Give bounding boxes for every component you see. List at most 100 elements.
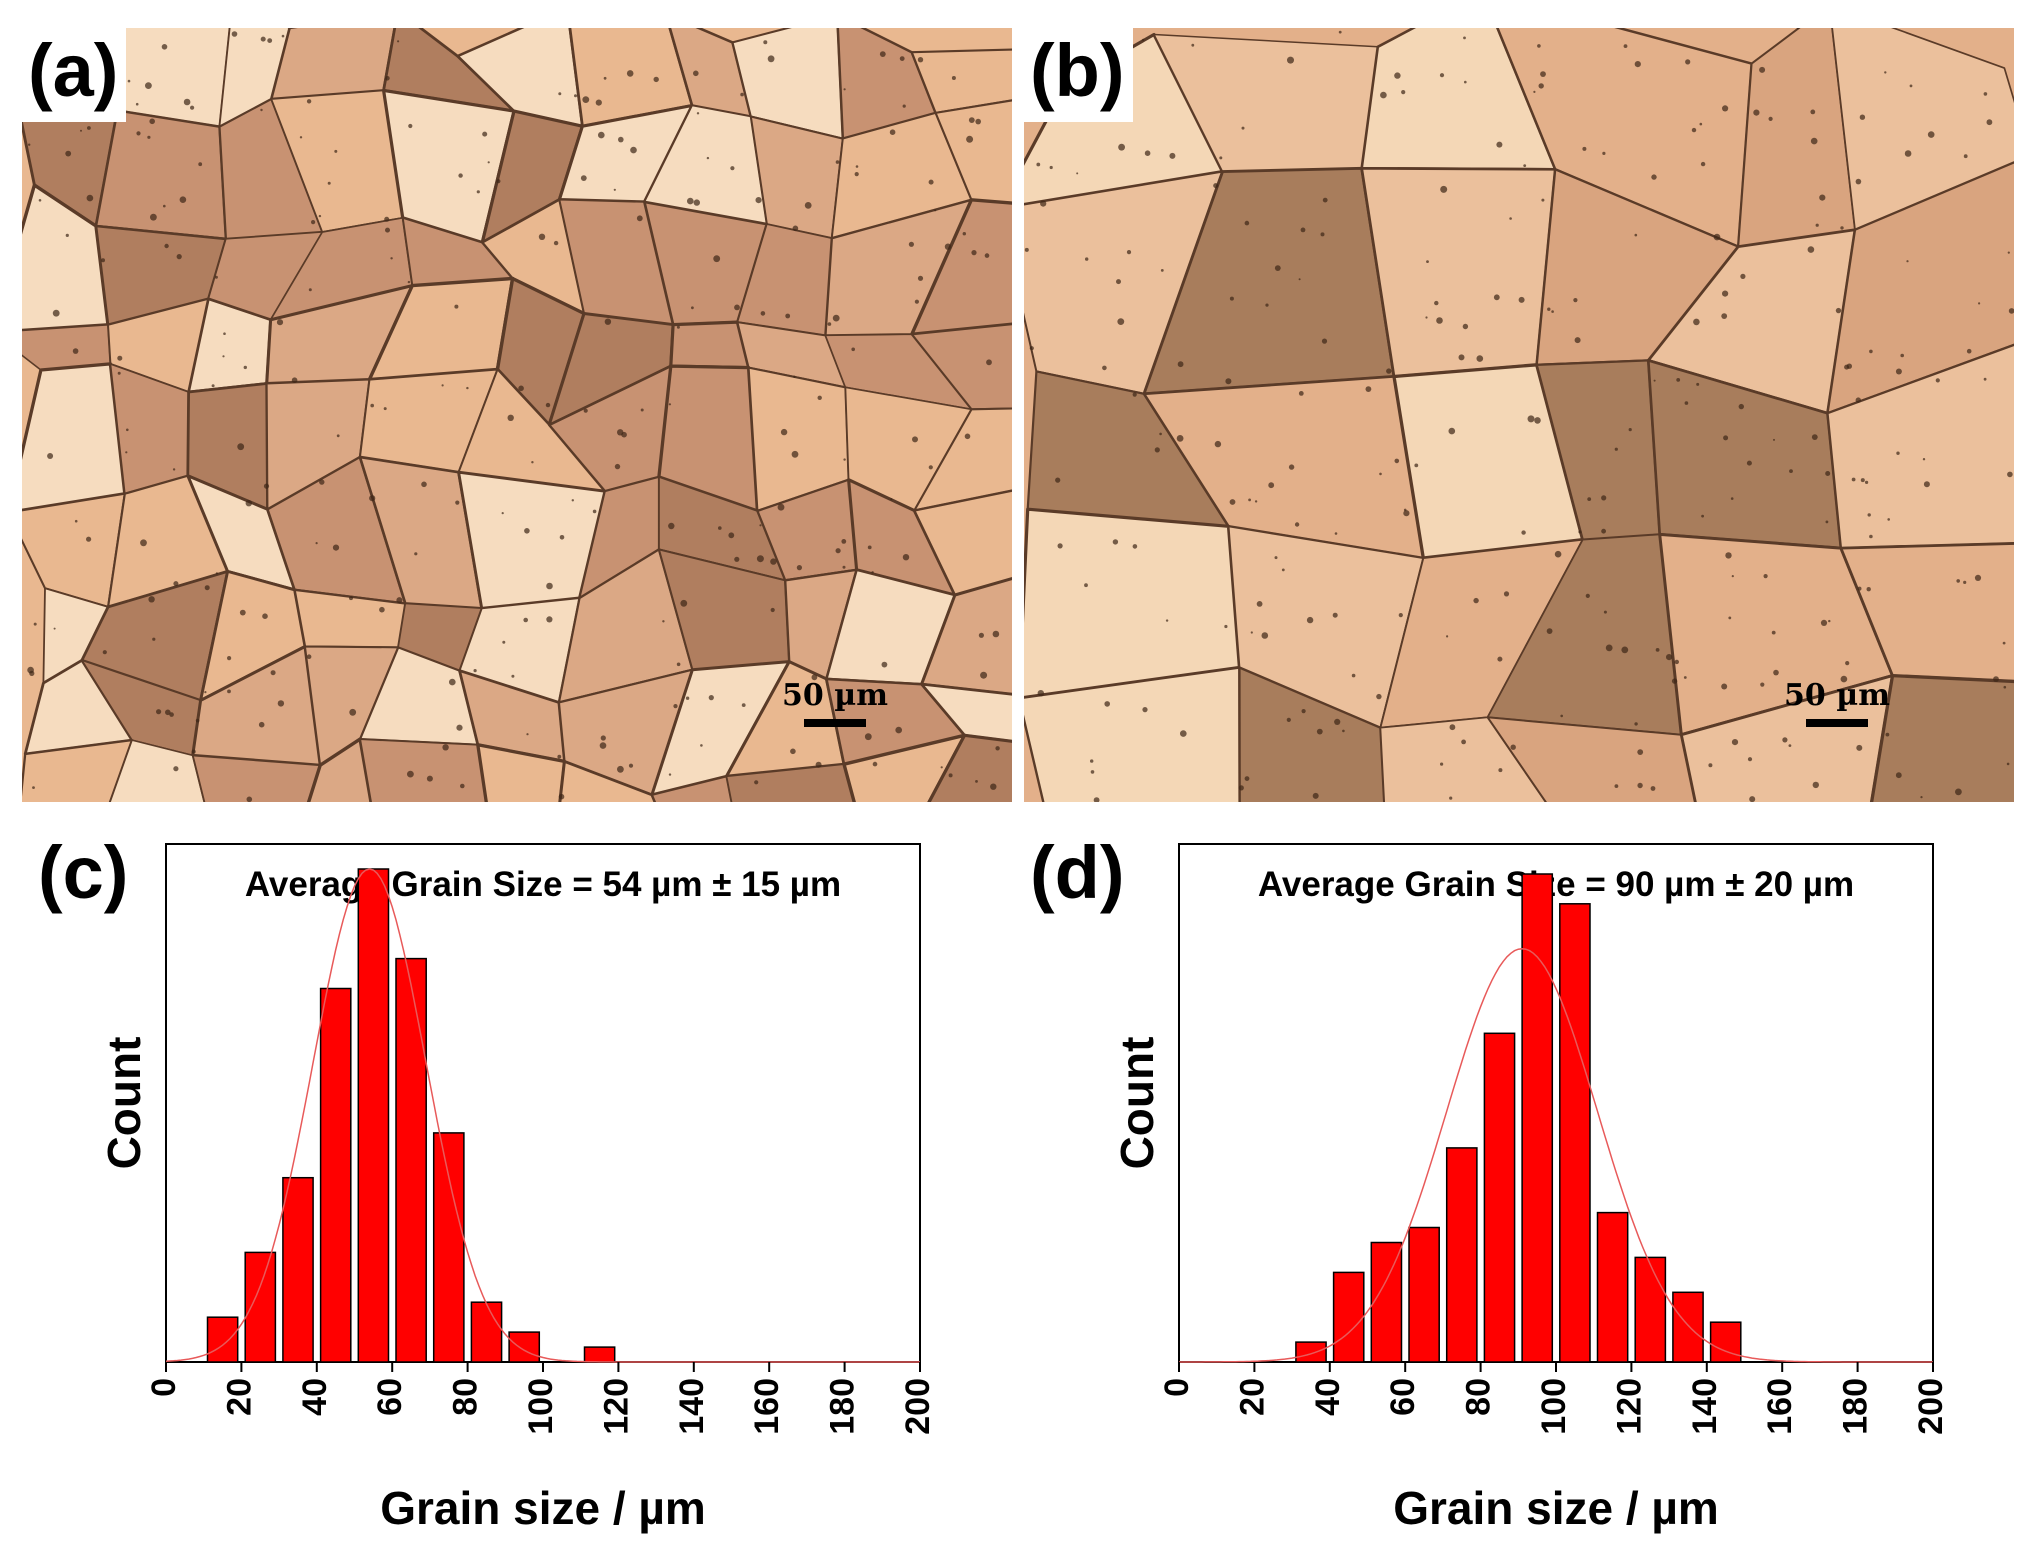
pore-b xyxy=(1320,232,1325,237)
pore-b xyxy=(1191,43,1195,47)
pore-a xyxy=(414,552,418,556)
pore-b xyxy=(1509,217,1512,220)
pore-b xyxy=(1935,378,1940,383)
grain-a xyxy=(109,739,206,802)
pore-a xyxy=(754,780,759,785)
pore-a xyxy=(263,483,270,489)
grain-a xyxy=(842,733,967,802)
pore-a xyxy=(734,556,740,562)
pore-a xyxy=(668,773,672,776)
pore-a xyxy=(245,500,252,507)
pore-a xyxy=(600,735,606,741)
pore-b xyxy=(1294,522,1300,527)
bar-d-6 xyxy=(1521,873,1554,1363)
pore-a xyxy=(460,783,465,789)
pore-b xyxy=(1398,613,1403,618)
x-tick-label-c-0: 0 xyxy=(145,1378,183,1397)
pore-a xyxy=(889,129,896,135)
pore-b xyxy=(1865,480,1869,484)
grain-a xyxy=(910,198,1012,336)
pore-b xyxy=(1462,323,1469,330)
pore-a xyxy=(759,524,762,527)
pore-b xyxy=(1533,90,1536,93)
pore-a xyxy=(126,428,129,432)
pore-a xyxy=(52,309,60,317)
pore-b xyxy=(1693,318,1700,326)
pore-b xyxy=(1666,654,1673,661)
pore-a xyxy=(28,143,31,146)
pore-a xyxy=(101,258,105,263)
pore-a xyxy=(172,468,176,471)
pore-b xyxy=(1165,619,1169,622)
grain-b xyxy=(1826,343,2014,550)
pore-b xyxy=(1250,631,1253,634)
pore-a xyxy=(791,450,799,458)
pore-b xyxy=(1983,377,1987,381)
pore-b xyxy=(1651,174,1657,180)
pore-a xyxy=(223,332,226,336)
pore-b xyxy=(1721,313,1728,319)
pore-a xyxy=(867,545,872,550)
pore-a xyxy=(545,402,551,408)
pore-b xyxy=(1922,458,1926,461)
pore-b xyxy=(1085,257,1089,261)
pore-b xyxy=(1768,116,1773,121)
x-tick-label-c-9: 180 xyxy=(824,1378,862,1435)
panel-label-a: (a) xyxy=(22,28,127,122)
pore-b xyxy=(1547,307,1551,311)
pore-a xyxy=(227,689,231,694)
pore-b xyxy=(1574,337,1581,344)
bar-d-8 xyxy=(1596,1211,1629,1363)
pore-a xyxy=(482,131,488,137)
pore-b xyxy=(1885,732,1890,737)
pore-a xyxy=(777,503,785,511)
pore-b xyxy=(1782,737,1788,743)
grain-b xyxy=(1869,673,2014,802)
pore-a xyxy=(204,691,207,694)
pore-b xyxy=(1213,183,1219,189)
bar-d-3 xyxy=(1408,1226,1440,1363)
pore-b xyxy=(1701,514,1704,518)
pore-a xyxy=(260,36,266,42)
pore-a xyxy=(385,76,390,81)
pore-a xyxy=(306,99,312,104)
pore-b xyxy=(1049,165,1053,170)
pore-b xyxy=(2002,641,2006,645)
pore-b xyxy=(1518,296,1525,303)
pore-b xyxy=(1298,391,1304,396)
grain-a xyxy=(191,754,322,802)
pore-b xyxy=(1740,273,1746,279)
pore-b xyxy=(1810,137,1818,145)
pore-b xyxy=(1342,729,1345,733)
x-tick-label-c-4: 80 xyxy=(447,1378,485,1416)
pore-b xyxy=(1747,757,1753,762)
pore-b xyxy=(1425,316,1428,319)
pore-b xyxy=(1773,669,1779,676)
pore-b xyxy=(1473,597,1479,604)
pore-a xyxy=(496,179,501,184)
pore-b xyxy=(1691,127,1697,133)
pore-b xyxy=(1440,185,1448,193)
pore-a xyxy=(603,76,607,80)
pore-b xyxy=(1869,534,1873,539)
pore-b xyxy=(1637,782,1643,789)
pore-a xyxy=(260,108,263,112)
pore-b xyxy=(1855,397,1861,403)
pore-b xyxy=(1614,784,1619,788)
pore-a xyxy=(630,146,637,154)
pore-b xyxy=(1540,71,1546,77)
grain-a xyxy=(669,320,751,370)
pore-a xyxy=(676,662,681,667)
pore-a xyxy=(191,749,196,754)
pore-a xyxy=(47,453,54,459)
pore-b xyxy=(1760,682,1765,687)
pore-b xyxy=(1900,353,1904,358)
pore-b xyxy=(1546,628,1553,634)
pore-b xyxy=(1809,692,1812,696)
pore-b xyxy=(1749,796,1756,802)
pore-a xyxy=(449,678,456,686)
pore-a xyxy=(215,572,218,575)
x-tick-label-c-8: 160 xyxy=(748,1378,786,1435)
pore-b xyxy=(1860,478,1865,483)
pore-a xyxy=(767,55,775,63)
